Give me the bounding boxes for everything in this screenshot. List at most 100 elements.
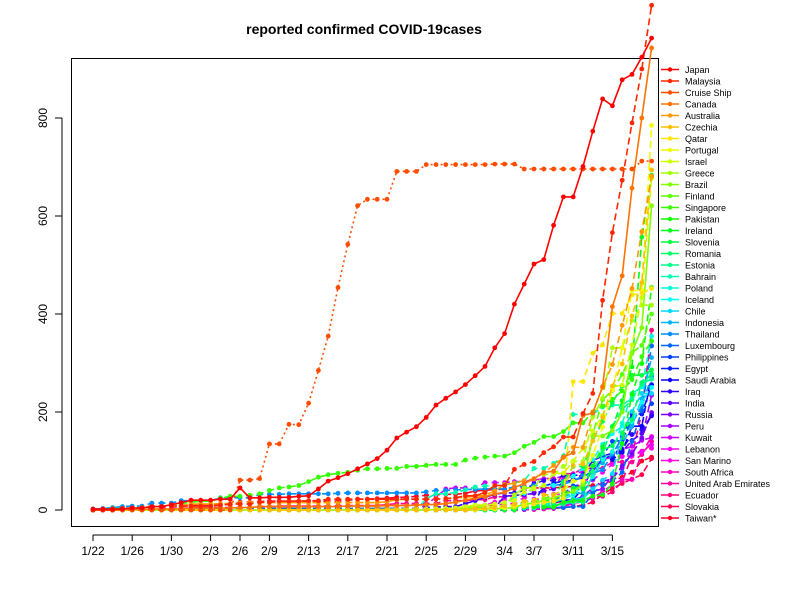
legend-label: Pakistan (685, 215, 720, 225)
data-point (639, 396, 645, 402)
data-point (610, 428, 615, 433)
data-point (414, 464, 419, 469)
data-point (423, 162, 429, 168)
data-point (639, 325, 645, 331)
data-point (394, 435, 400, 441)
data-point (482, 502, 488, 508)
x-tick-label: 2/13 (297, 544, 321, 558)
data-point (492, 483, 498, 488)
data-point (482, 483, 488, 489)
data-point (639, 372, 645, 378)
y-tick-label: 200 (36, 402, 50, 422)
legend-swatch-point (667, 423, 673, 429)
data-point (629, 364, 635, 370)
data-point (306, 498, 311, 504)
chart-title: reported confirmed COVID-19cases (246, 21, 482, 37)
data-point (610, 383, 615, 389)
data-point (570, 478, 576, 484)
data-point (619, 441, 625, 446)
data-point (208, 503, 214, 509)
data-point (257, 499, 262, 505)
data-point (619, 382, 625, 388)
data-point (570, 489, 576, 494)
data-point (129, 505, 135, 511)
data-point (502, 161, 507, 167)
data-point (247, 505, 253, 510)
data-point (551, 463, 556, 468)
data-point (531, 466, 537, 471)
legend-swatch-point (667, 67, 673, 72)
data-point (276, 507, 282, 513)
legend-label: India (685, 399, 705, 409)
data-point (325, 504, 331, 509)
data-point (482, 490, 488, 495)
data-point (639, 431, 645, 436)
legend-label: Greece (685, 169, 715, 179)
data-point (335, 496, 341, 502)
legend-item: Iceland (661, 295, 714, 305)
data-point (639, 291, 645, 296)
data-point (492, 505, 498, 510)
data-point (335, 500, 341, 505)
data-point (541, 504, 547, 510)
data-point (286, 494, 292, 500)
legend-item: Cruise Ship (661, 88, 732, 98)
data-point (580, 379, 586, 384)
legend-item: Iraq (661, 387, 701, 397)
data-point (365, 500, 370, 505)
legend-swatch-point (667, 492, 673, 498)
data-point (169, 507, 174, 513)
data-point (355, 466, 360, 472)
data-point (335, 470, 341, 476)
data-point (463, 504, 468, 509)
data-point (531, 490, 537, 496)
data-point (561, 464, 566, 469)
data-point (472, 506, 478, 511)
x-tick-label: 1/30 (160, 544, 184, 558)
data-point (639, 391, 645, 396)
data-point (619, 345, 625, 351)
data-point (414, 507, 419, 513)
data-point (384, 507, 390, 513)
data-point (649, 413, 654, 419)
data-point (610, 230, 615, 236)
legend-item: Brazil (661, 180, 708, 190)
data-point (649, 338, 654, 344)
data-point (267, 504, 272, 509)
data-point (296, 498, 302, 504)
data-point (649, 302, 654, 308)
legend-label: Egypt (685, 364, 709, 374)
data-point (237, 501, 243, 507)
data-point (629, 423, 635, 429)
data-point (316, 486, 321, 492)
data-point (629, 350, 635, 356)
data-point (619, 459, 625, 465)
data-point (267, 507, 272, 513)
data-point (492, 491, 498, 497)
data-point (551, 434, 556, 439)
data-point (649, 371, 654, 377)
data-point (629, 286, 635, 291)
data-point (570, 420, 576, 426)
legend-swatch-point (667, 308, 673, 314)
data-point (306, 507, 311, 513)
data-point (649, 167, 654, 173)
legend-swatch-point (667, 170, 673, 176)
data-point (374, 466, 380, 472)
data-point (463, 493, 468, 499)
data-point (423, 492, 429, 498)
data-point (639, 423, 645, 429)
data-point (649, 203, 654, 209)
data-point (600, 482, 605, 488)
legend-swatch-point (667, 320, 673, 325)
legend-label: Cruise Ship (685, 88, 732, 98)
data-point (443, 507, 449, 513)
data-point (600, 433, 605, 439)
data-point (276, 498, 282, 504)
data-point (296, 422, 302, 428)
data-point (423, 496, 429, 502)
data-point (570, 458, 576, 464)
data-point (472, 493, 478, 499)
data-point (629, 477, 635, 482)
x-tick-label: 2/21 (375, 544, 399, 558)
